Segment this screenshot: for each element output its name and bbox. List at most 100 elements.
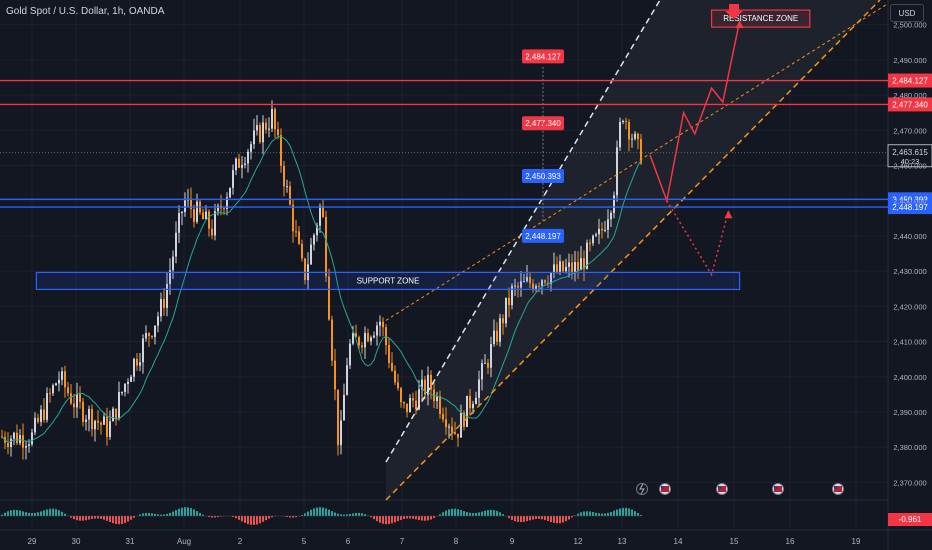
candle-body (43, 409, 45, 420)
histogram-bar (193, 509, 195, 516)
candle-body (544, 280, 546, 283)
candle-body (400, 388, 402, 403)
histogram-bar (208, 516, 210, 518)
candle-body (529, 277, 531, 284)
candle-body (10, 438, 12, 448)
zone-label: SUPPORT ZONE (357, 276, 420, 285)
candle-body (505, 297, 507, 324)
candle-body (16, 432, 18, 444)
candle-body (526, 277, 528, 282)
candle-body (613, 195, 615, 213)
histogram-bar (328, 509, 330, 516)
histogram-bar (34, 512, 36, 516)
histogram-bar (589, 511, 591, 516)
candle-body (328, 276, 330, 320)
price-axis-tick: 2,500.000 (893, 21, 926, 30)
histogram-bar (379, 516, 381, 523)
price-axis-level-text: 2,448.197 (892, 203, 928, 212)
histogram-bar (73, 516, 75, 520)
candle-body (124, 383, 126, 393)
histogram-bar (100, 516, 102, 519)
histogram-bar (130, 516, 132, 520)
candle-body (109, 421, 111, 438)
histogram-bar (538, 516, 540, 519)
candle-body (553, 264, 555, 274)
candle-body (250, 144, 252, 152)
candle-body (88, 408, 90, 420)
histogram-bar (172, 511, 174, 516)
candle-body (463, 412, 465, 427)
candle-body (289, 186, 291, 205)
moving-average-line (1, 136, 642, 443)
candle-body (295, 231, 297, 233)
candle-body (415, 400, 417, 410)
price-axis-level-box (888, 97, 932, 112)
candle-body (469, 395, 471, 409)
candle-body (634, 133, 636, 139)
histogram-bar (496, 510, 498, 516)
histogram-bar (103, 516, 105, 520)
histogram-bar (295, 516, 297, 518)
histogram-bar (553, 516, 555, 523)
histogram-bar (391, 516, 393, 524)
histogram-bar (88, 516, 90, 520)
down-arrow-icon (725, 4, 743, 19)
histogram-bar (343, 514, 345, 516)
histogram-bar (217, 516, 219, 518)
candle-body (496, 330, 498, 342)
histogram-bar (613, 510, 615, 516)
candle-body (523, 281, 525, 283)
histogram-bar (175, 510, 177, 516)
histogram-bar (313, 508, 315, 516)
countdown-text: 40:23 (901, 157, 920, 166)
histogram-bar (268, 516, 270, 519)
histogram-bar (199, 512, 201, 516)
histogram-bar (247, 516, 249, 525)
candle-body (130, 376, 132, 382)
histogram-bar (577, 513, 579, 516)
histogram-bar (559, 516, 561, 524)
histogram-bar (85, 516, 87, 521)
candle-body (598, 228, 600, 235)
histogram-bar (22, 511, 24, 516)
histogram-bar (346, 514, 348, 516)
candle-body (475, 397, 477, 405)
candle-body (418, 389, 420, 410)
candle-body (640, 139, 642, 164)
histogram-bar (373, 516, 375, 520)
candle-body (355, 333, 357, 338)
currency-unit-button[interactable]: USD (890, 4, 924, 22)
candle-body (451, 426, 453, 433)
flag-canton (834, 486, 838, 489)
histogram-bar (424, 516, 426, 521)
candle-body (103, 416, 105, 425)
candle-body (322, 206, 324, 217)
time-axis-tick: 9 (510, 537, 515, 546)
histogram-bar (121, 516, 123, 524)
time-axis-tick: 12 (574, 537, 583, 546)
histogram-bar (310, 509, 312, 516)
candle-body (112, 408, 114, 422)
histogram-bar (466, 512, 468, 516)
candle-body (502, 318, 504, 324)
histogram-bar (406, 516, 408, 519)
candle-body (619, 121, 621, 148)
indicator-histogram (1, 507, 642, 525)
candle-body (229, 187, 231, 198)
price-axis-tick: 2,430.000 (893, 267, 926, 276)
histogram-bar (37, 512, 39, 516)
candle-body (367, 333, 369, 342)
histogram-bar (571, 516, 573, 518)
flag-stripes (834, 486, 842, 492)
candle-body (244, 163, 246, 165)
candle-body (145, 333, 147, 339)
histogram-bar (583, 511, 585, 516)
candle-body (430, 374, 432, 390)
time-axis-tick: 15 (730, 537, 739, 546)
histogram-bar (145, 512, 147, 516)
histogram-bar (250, 516, 252, 525)
candle-body (7, 442, 9, 448)
histogram-bar (511, 516, 513, 520)
candle-body (397, 382, 399, 389)
